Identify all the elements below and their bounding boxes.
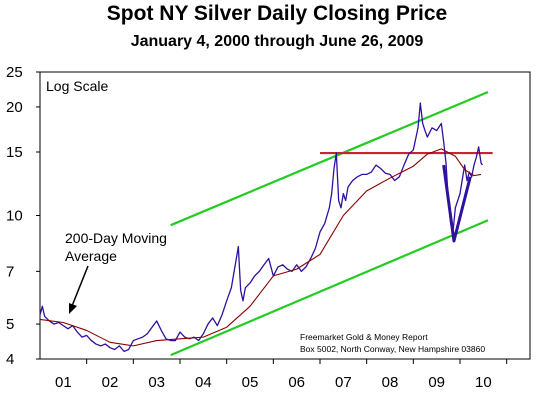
- y-tick-label: 5: [6, 316, 14, 333]
- x-tick-label: 06: [288, 374, 305, 391]
- y-tick-label: 7: [6, 263, 14, 280]
- y-tick-label: 25: [6, 64, 23, 81]
- series-group: [39, 102, 483, 353]
- x-tick-label: 10: [475, 374, 492, 391]
- x-tick-label: 09: [428, 374, 445, 391]
- x-tick-label: 02: [102, 374, 119, 391]
- x-tick-label: 08: [382, 374, 399, 391]
- silver-price-line: [39, 102, 483, 353]
- trendline-group: [170, 91, 493, 357]
- credit-line-1: Freemarket Gold & Money Report: [300, 332, 428, 342]
- y-tick-label: 20: [6, 99, 23, 116]
- lower-trend-channel-line: [170, 219, 489, 357]
- y-tick-label: 15: [6, 144, 23, 161]
- moving-average-annotation-line-2: Average: [65, 248, 117, 264]
- y-tick-label: 10: [6, 208, 23, 225]
- x-tick-label: 05: [242, 374, 259, 391]
- upper-trend-channel-line: [170, 91, 489, 227]
- moving-average-line: [39, 148, 482, 347]
- x-tick-label: 03: [148, 374, 165, 391]
- x-tick-label: 07: [335, 374, 352, 391]
- plot-frame: [39, 71, 531, 360]
- scale-label: Log Scale: [46, 78, 108, 94]
- x-tick-label: 01: [55, 374, 72, 391]
- chart-title: Spot NY Silver Daily Closing Price: [106, 2, 448, 25]
- y-axis: 4 5 7 10 15 20 25: [6, 64, 40, 368]
- moving-average-annotation-line-1: 200-Day Moving: [65, 230, 167, 246]
- y-tick-label: 4: [6, 351, 14, 368]
- credit-line-2: Box 5002, North Conway, New Hampshire 03…: [300, 344, 485, 354]
- x-axis: 01 02 03 04 05 06 07 08 09 10: [55, 359, 508, 391]
- chart-subtitle: January 4, 2000 through June 26, 2009: [130, 33, 424, 50]
- x-tick-label: 04: [195, 374, 212, 391]
- annotation-arrow: [69, 265, 89, 314]
